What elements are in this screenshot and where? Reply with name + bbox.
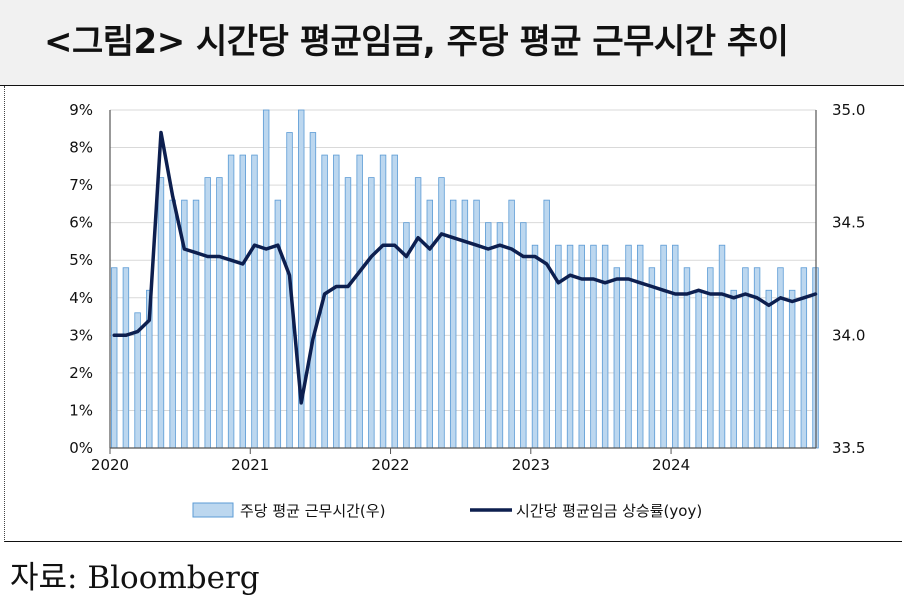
- y-left-tick-label: 2%: [69, 364, 93, 382]
- y-left-tick-label: 8%: [69, 139, 93, 157]
- chart-panel: [4, 86, 902, 542]
- bar-weekly-hours: [660, 244, 667, 449]
- bar-weekly-hours: [648, 267, 656, 449]
- bar-weekly-hours: [192, 199, 200, 449]
- page-title: <그림2> 시간당 평균임금, 주당 평균 근무시간 추이: [44, 22, 789, 62]
- bar-weekly-hours: [788, 289, 796, 449]
- bar-weekly-hours: [730, 289, 737, 449]
- bar-weekly-hours: [496, 222, 504, 449]
- x-tick-label: 2020: [91, 456, 129, 474]
- y-left-tick-label: 1%: [69, 401, 93, 419]
- legend-line-label: 시간당 평균임금 상승률(yoy): [516, 502, 702, 520]
- bar-weekly-hours: [777, 267, 784, 449]
- bar-weekly-hours: [753, 267, 761, 449]
- bar-weekly-hours: [216, 177, 223, 449]
- bar-weekly-hours: [251, 154, 258, 449]
- x-tick-label: 2021: [231, 456, 269, 474]
- y-right-tick-label: 34.0: [832, 326, 865, 344]
- bar-weekly-hours: [368, 177, 375, 449]
- bar-weekly-hours: [239, 154, 246, 449]
- legend: 주당 평균 근무시간(우) 시간당 평균임금 상승률(yoy): [192, 502, 702, 520]
- bar-weekly-hours: [333, 154, 340, 449]
- y-left-tick-label: 6%: [69, 214, 93, 232]
- bar-weekly-hours: [274, 199, 282, 449]
- x-tick-label: 2024: [652, 456, 690, 474]
- bar-weekly-hours: [531, 244, 539, 449]
- bar-weekly-hours: [414, 177, 422, 449]
- bar-weekly-hours: [613, 267, 621, 449]
- bar-weekly-hours: [426, 199, 434, 449]
- bar-weekly-hours: [227, 154, 235, 449]
- bar-weekly-hours: [800, 267, 808, 449]
- y-left-tick-label: 9%: [69, 101, 93, 119]
- x-tick-label: 2023: [512, 456, 550, 474]
- bar-weekly-hours: [157, 177, 165, 449]
- bar-weekly-hours: [344, 177, 352, 449]
- bar-weekly-hours: [204, 177, 211, 449]
- source-note: 자료: Bloomberg: [10, 560, 260, 596]
- bar-weekly-hours: [590, 244, 597, 449]
- y-left-tick-label: 5%: [69, 251, 93, 269]
- title-bar: <그림2> 시간당 평균임금, 주당 평균 근무시간 추이: [0, 0, 904, 86]
- bar-weekly-hours: [169, 199, 176, 449]
- y-right-tick-label: 34.5: [832, 214, 865, 232]
- bar-weekly-hours: [765, 289, 772, 449]
- legend-bar-label: 주당 평균 근무시간(우): [240, 502, 385, 520]
- bar-weekly-hours: [555, 244, 562, 449]
- bar-weekly-hours: [262, 109, 270, 449]
- bar-weekly-hours: [508, 199, 515, 449]
- bar-weekly-hours: [636, 244, 644, 449]
- bar-weekly-hours: [672, 244, 679, 449]
- x-tick-label: 2022: [371, 456, 409, 474]
- bar-weekly-hours: [625, 244, 632, 449]
- bar-weekly-hours: [356, 154, 363, 449]
- y-left-tick-label: 3%: [69, 326, 93, 344]
- series-line-wage-growth: [112, 130, 818, 405]
- y-axis-left-ticks: 0% 1% 2% 3% 4% 5% 6% 7% 8% 9%: [69, 101, 93, 457]
- bar-weekly-hours: [111, 267, 118, 449]
- bar-weekly-hours: [578, 244, 585, 449]
- y-left-tick-label: 0%: [69, 439, 93, 457]
- combo-chart: 0% 1% 2% 3% 4% 5% 6% 7% 8% 9% 33.5 34.0 34.5 35.0 20…: [69, 101, 865, 520]
- y-left-tick-label: 4%: [69, 289, 93, 307]
- bars-weekly-hours: [111, 109, 819, 449]
- y-axis-right-ticks: 33.5 34.0 34.5 35.0: [832, 101, 865, 457]
- y-left-tick-label: 7%: [69, 176, 93, 194]
- bar-weekly-hours: [122, 267, 130, 449]
- legend-bar-swatch: [192, 502, 234, 518]
- bar-weekly-hours: [601, 244, 609, 449]
- x-axis-ticks: 2020 2021 2022 2023 2024: [91, 448, 690, 474]
- bar-weekly-hours: [473, 199, 480, 449]
- y-right-tick-label: 35.0: [832, 101, 865, 119]
- bar-weekly-hours: [543, 199, 550, 449]
- bar-weekly-hours: [391, 154, 398, 449]
- bar-weekly-hours: [438, 177, 445, 449]
- bar-weekly-hours: [309, 132, 317, 449]
- bar-weekly-hours: [461, 199, 469, 449]
- axes: [109, 110, 817, 449]
- bar-weekly-hours: [379, 154, 387, 449]
- line-wage-growth: [112, 130, 818, 405]
- bar-weekly-hours: [718, 244, 726, 449]
- y-right-tick-label: 33.5: [832, 439, 865, 457]
- bar-weekly-hours: [485, 222, 492, 449]
- bar-weekly-hours: [695, 289, 702, 449]
